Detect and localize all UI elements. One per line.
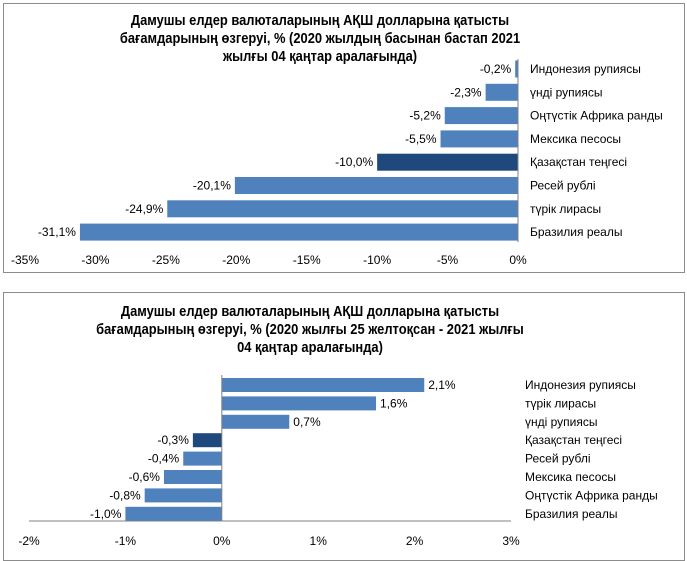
chart-2-data-label: -0,4% (148, 452, 180, 466)
chart-2-bar (163, 470, 222, 484)
chart-1-data-label: -5,5% (405, 132, 437, 146)
chart-1-x-tick-label: -10% (363, 253, 391, 267)
chart-1-bar (485, 83, 518, 101)
chart-2-frame (3, 292, 685, 561)
chart-1-bar (515, 60, 518, 78)
chart-1-category-label: Индонезия рупиясы (530, 62, 641, 76)
chart-1-title-line: бағамдарының өзгеруі, % (2020 жылдың бас… (119, 30, 521, 47)
chart-1-x-tick-label: -30% (81, 253, 109, 267)
chart-2-x-tick-label: 1% (310, 534, 328, 548)
chart-1-bar (79, 223, 518, 241)
chart-2-data-label: -1,0% (90, 507, 122, 521)
chart-1-x-tick-label: -5% (437, 253, 459, 267)
chart-1-category-label: Ресей рублі (530, 179, 596, 193)
chart-1-category-label: үнді рупиясы (530, 85, 603, 99)
chart-2-bar (144, 488, 222, 503)
chart-2-bar (183, 451, 222, 466)
chart-1-data-label: -31,1% (38, 225, 76, 239)
chart-2-x-tick-label: -2% (18, 534, 40, 548)
chart-1-x-tick-label: -20% (222, 253, 250, 267)
chart-2-data-label: -0,8% (109, 488, 141, 502)
chart-1-category-label: Мексика песосы (530, 132, 621, 146)
chart-2-x-tick-label: 0% (213, 534, 231, 548)
chart-2-bar (221, 378, 425, 392)
chart-1-title-line: Дамушы елдер валюталарының АҚШ долларына… (130, 12, 510, 29)
chart-2-data-label: -0,3% (158, 433, 190, 447)
chart-1-category-label: Бразилия реалы (530, 225, 622, 239)
chart-1-data-label: -5,2% (409, 109, 441, 123)
chart-2-category-label: үнді рупиясы (525, 415, 598, 429)
chart-1-data-label: -2,3% (450, 85, 482, 99)
chart-2-bar (125, 506, 222, 521)
chart-1-data-label: -10,0% (335, 155, 373, 169)
chart-2-title-line: Дамушы елдер валюталарының АҚШ долларына… (120, 303, 500, 320)
chart-1-title-line: жылғы 04 қаңтар аралағында) (222, 48, 418, 65)
chart-1-bar (377, 153, 518, 171)
chart-1-bar (234, 177, 518, 194)
chart-1-category-label: Оңтүстік Африка ранды (530, 109, 663, 123)
chart-1-data-label: -24,9% (125, 202, 163, 216)
chart-1-category-label: Қазақстан теңгесі (530, 155, 627, 169)
chart-2-x-tick-label: 3% (502, 534, 520, 548)
chart-1-bar (440, 130, 518, 148)
chart-2-data-label: 2,1% (428, 378, 456, 392)
chart-2-title: Дамушы елдер валюталарының АҚШ долларына… (43, 303, 576, 357)
chart-1-category-label: түрік лирасы (530, 202, 601, 216)
chart-1-x-tick-label: -35% (11, 253, 39, 267)
chart-1-bar (167, 200, 518, 218)
chart-2-title-line: 04 қаңтар аралағында) (237, 339, 383, 356)
chart-2-x-tick-label: 2% (406, 534, 424, 548)
chart-2-category-label: Индонезия рупиясы (525, 378, 636, 392)
chart-2-category-label: түрік лирасы (525, 396, 596, 410)
chart-2-title-line: бағамдарының өзгеруі, % (2020 жылғы 25 ж… (96, 321, 524, 338)
chart-1-x-tick-label: -25% (152, 253, 180, 267)
chart-2-data-label: 0,7% (293, 415, 321, 429)
chart-1-title: Дамушы елдер валюталарының АҚШ долларына… (79, 12, 561, 66)
chart-1-x-tick-label: -15% (293, 253, 321, 267)
chart-2-bar (221, 396, 377, 411)
chart-2-bar (221, 414, 290, 429)
chart-1-x-tick-label: 0% (509, 253, 527, 267)
chart-2-category-label: Қазақстан теңгесі (525, 433, 622, 447)
chart-2-data-label: -0,6% (129, 470, 161, 484)
chart-2-data-label: 1,6% (380, 396, 408, 410)
chart-2-category-label: Мексика песосы (525, 470, 616, 484)
chart-2-category-label: Оңтүстік Африка ранды (525, 488, 658, 502)
chart-2-bar (192, 433, 222, 448)
chart-1-bar (444, 107, 518, 125)
chart-1-data-label: -0,2% (480, 62, 512, 76)
chart-2-category-label: Ресей рублі (525, 452, 591, 466)
chart-2-category-label: Бразилия реалы (525, 507, 617, 521)
chart-2-x-tick-label: -1% (115, 534, 137, 548)
chart-1-data-label: -20,1% (193, 179, 231, 193)
